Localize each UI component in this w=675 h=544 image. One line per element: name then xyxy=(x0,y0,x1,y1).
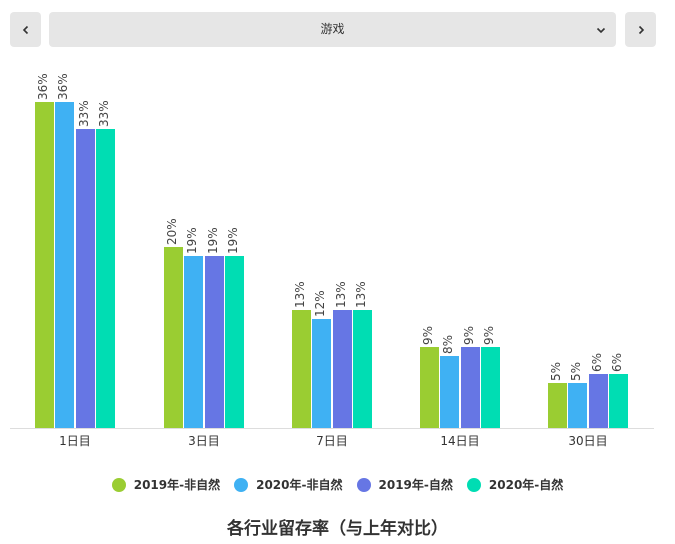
category-select[interactable]: 游戏 xyxy=(49,12,616,47)
bar-value-label: 19% xyxy=(185,227,199,254)
bar-value-label: 36% xyxy=(36,73,50,100)
bar[interactable] xyxy=(205,256,224,428)
bar-value-label: 13% xyxy=(293,281,307,308)
bar[interactable] xyxy=(353,310,372,428)
bar[interactable] xyxy=(164,247,183,428)
bar[interactable] xyxy=(96,129,115,428)
legend-label: 2020年-非自然 xyxy=(256,478,343,492)
x-axis-label: 3日目 xyxy=(188,434,220,448)
chevron-right-icon xyxy=(638,25,644,34)
legend-item[interactable]: 2020年-非自然 xyxy=(234,476,343,493)
bar-value-label: 5% xyxy=(569,361,583,381)
x-axis-line xyxy=(10,428,654,429)
bar-value-label: 6% xyxy=(610,352,624,372)
bar[interactable] xyxy=(312,319,331,428)
bar[interactable] xyxy=(420,347,439,428)
bar-value-label: 13% xyxy=(354,281,368,308)
legend-item[interactable]: 2019年-自然 xyxy=(356,476,453,493)
bar-value-label: 6% xyxy=(590,352,604,372)
bar-value-label: 9% xyxy=(462,325,476,345)
bar-value-label: 36% xyxy=(56,73,70,100)
bar[interactable] xyxy=(292,310,311,428)
legend-label: 2020年-自然 xyxy=(488,478,564,492)
retention-bar-chart: 36% 36% 33% 33% 1日目 20% 19% 19% 19% 3日目 13% 12% 13% 1… xyxy=(0,60,675,460)
chevron-down-icon xyxy=(596,27,606,34)
bar[interactable] xyxy=(55,102,74,428)
bar-value-label: 19% xyxy=(226,227,240,254)
category-select-value: 游戏 xyxy=(320,22,345,36)
bar-value-label: 5% xyxy=(549,361,563,381)
x-axis-label: 7日目 xyxy=(316,434,348,448)
bar[interactable] xyxy=(589,374,608,428)
x-axis-label: 30日目 xyxy=(568,434,608,448)
bar-value-label: 13% xyxy=(334,281,348,308)
bar[interactable] xyxy=(76,129,95,428)
chevron-left-icon xyxy=(22,25,28,34)
chart-title: 各行业留存率（与上年对比） xyxy=(227,519,448,539)
legend-item[interactable]: 2020年-自然 xyxy=(466,476,564,493)
bar-value-label: 9% xyxy=(421,325,435,345)
bar[interactable] xyxy=(548,383,567,428)
bar[interactable] xyxy=(481,347,500,428)
legend-item[interactable]: 2019年-非自然 xyxy=(111,476,221,493)
bar-value-label: 19% xyxy=(206,227,220,254)
bar-value-label: 12% xyxy=(313,290,327,317)
x-axis-label: 1日目 xyxy=(59,434,91,448)
bar-value-label: 33% xyxy=(77,100,91,127)
next-button[interactable] xyxy=(625,12,656,47)
legend-label: 2019年-非自然 xyxy=(133,478,221,492)
bar[interactable] xyxy=(568,383,587,428)
bar[interactable] xyxy=(225,256,244,428)
bar-value-label: 8% xyxy=(441,334,455,354)
bar[interactable] xyxy=(461,347,480,428)
x-axis-label: 14日目 xyxy=(440,434,480,448)
legend-dot-icon xyxy=(234,477,249,492)
bar[interactable] xyxy=(333,310,352,428)
bar[interactable] xyxy=(440,356,459,428)
bar[interactable] xyxy=(35,102,54,428)
chart-legend: 2019年-非自然 2020年-非自然 2019年-自然 2020年-自然 xyxy=(0,476,675,493)
prev-button[interactable] xyxy=(10,12,41,47)
bar-value-label: 20% xyxy=(165,218,179,245)
legend-dot-icon xyxy=(111,477,126,492)
bar-value-label: 33% xyxy=(97,100,111,127)
bar[interactable] xyxy=(609,374,628,428)
legend-dot-icon xyxy=(466,477,481,492)
legend-dot-icon xyxy=(356,477,371,492)
bar[interactable] xyxy=(184,256,203,428)
bar-value-label: 9% xyxy=(482,325,496,345)
legend-label: 2019年-自然 xyxy=(378,478,453,492)
